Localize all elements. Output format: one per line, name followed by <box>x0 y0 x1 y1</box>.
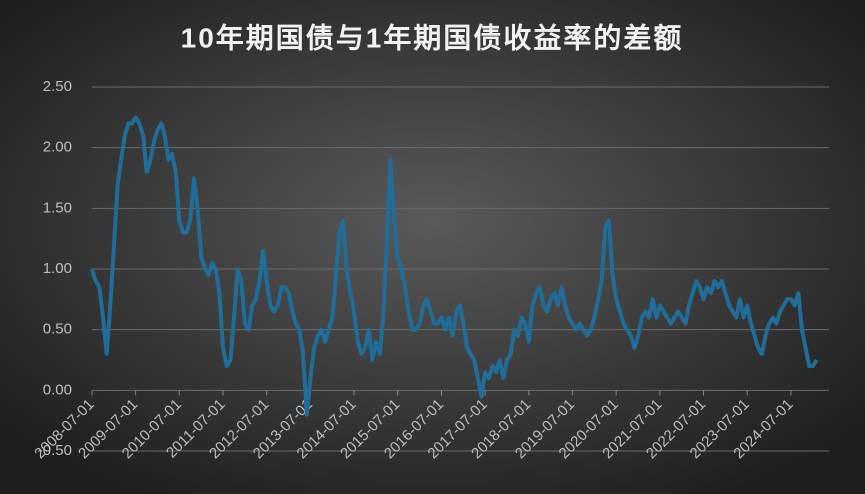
y-tick-label: 0.50 <box>43 321 72 338</box>
y-tick-label: 1.50 <box>43 199 72 216</box>
data-line <box>90 115 819 417</box>
y-tick-label: 2.50 <box>43 78 72 95</box>
y-tick-label: 0.00 <box>43 381 72 398</box>
y-tick-label: -0.50 <box>38 442 72 459</box>
y-tick-label: 1.00 <box>43 260 72 277</box>
chart-title: 10年期国债与1年期国债收益率的差额 <box>181 21 684 53</box>
y-tick-label: 2.00 <box>43 139 72 156</box>
